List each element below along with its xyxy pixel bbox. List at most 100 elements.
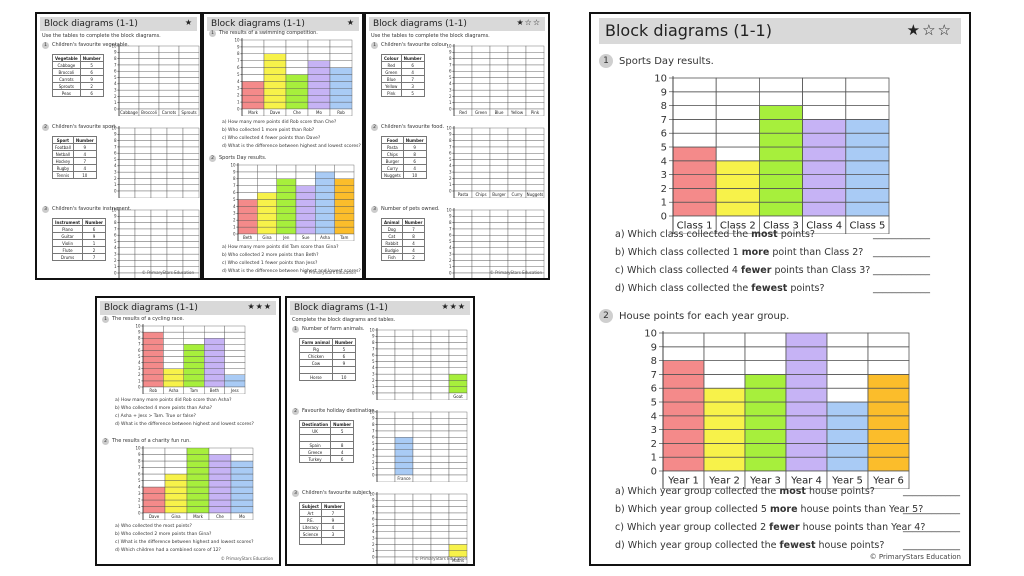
table-cell: Rabbit — [381, 239, 403, 247]
grid-cell — [224, 325, 246, 333]
grid-cell — [394, 367, 414, 375]
thumbnail-title: Block diagrams (1-1) — [373, 19, 467, 29]
category-cell — [134, 190, 152, 198]
grid-cell — [134, 260, 152, 267]
question-line: d) Which children had a combined score o… — [115, 548, 221, 553]
grid-cell — [430, 437, 450, 444]
answer-line[interactable]: ____________ — [903, 540, 960, 551]
bar-block — [315, 220, 335, 228]
answer-line[interactable]: ____________ — [903, 486, 960, 497]
answer-line[interactable]: ____________ — [873, 247, 930, 258]
grid-cell — [453, 222, 473, 230]
section-question-text: Children's favourite instrument. — [52, 206, 132, 212]
difficulty-stars-icon: ★★★ — [247, 302, 272, 311]
copyright-footer: © PrimaryStars Education — [414, 556, 467, 561]
answer-line[interactable]: ____________ — [873, 229, 930, 240]
grid-cell — [257, 171, 277, 179]
y-tick-label: 5 — [233, 197, 236, 202]
y-tick-label: 5 — [372, 441, 375, 446]
grid-cell — [315, 164, 335, 173]
grid-cell — [507, 178, 527, 185]
grid-cell — [672, 77, 717, 93]
table-cell: 7 — [400, 75, 425, 83]
bar-block — [715, 174, 760, 189]
answer-line[interactable]: ____________ — [903, 504, 960, 515]
bar-block — [276, 206, 297, 214]
table-cell: Cat — [381, 232, 403, 240]
table-row: Rugby 4 — [52, 164, 97, 172]
grid-cell — [448, 525, 468, 533]
y-tick-label: 3 — [372, 454, 375, 459]
y-tick-label: 9 — [233, 169, 236, 174]
grid-cell — [182, 171, 200, 179]
answer-line[interactable]: ____________ — [903, 522, 960, 533]
grid-cell — [471, 77, 491, 85]
grid-cell — [376, 462, 396, 469]
worksheet-thumbnail-1[interactable]: Block diagrams (1-1) ★ Use the tables to c… — [35, 12, 202, 280]
answer-line[interactable]: ____________ — [873, 265, 930, 276]
worksheet-thumbnail-3[interactable]: Block diagrams (1-1) ★☆☆ Use the tables to… — [364, 12, 550, 280]
grid-cell — [507, 127, 527, 135]
bar-block — [295, 192, 316, 200]
grid-cell — [412, 342, 432, 350]
answer-line[interactable]: ____________ — [873, 283, 930, 294]
bar-block — [163, 368, 184, 376]
mini-block-diagram: 01 2 3 4 5 6 7 8 9 10 Beth Gina Jen Sue Asha Tam — [231, 163, 355, 241]
grid-cell — [507, 260, 527, 267]
grid-cell — [118, 64, 140, 72]
grid-cell — [489, 165, 509, 173]
grid-cell — [166, 153, 184, 160]
category-label: Broccoli — [141, 110, 157, 115]
question-text: house points? — [815, 540, 885, 551]
grid-cell — [430, 373, 450, 381]
grid-cell — [237, 185, 258, 193]
table-row: Science 3 — [299, 530, 345, 538]
grid-cell — [182, 228, 200, 236]
grid-cell — [525, 178, 545, 185]
grid-cell — [118, 58, 140, 66]
bar-block — [142, 374, 164, 382]
grid-cell — [525, 89, 545, 97]
category-label: Tam — [339, 235, 348, 240]
table-cell: 4 — [72, 164, 97, 172]
grid-cell — [412, 355, 432, 362]
grid-cell — [134, 209, 152, 217]
grid-cell — [118, 241, 136, 249]
grid-cell — [118, 153, 136, 160]
grid-cell — [118, 127, 136, 135]
bar-block — [230, 460, 254, 468]
grid-cell — [672, 91, 717, 106]
grid-cell — [430, 525, 450, 533]
worksheet-thumbnail-5[interactable]: Block diagrams (1-1) ★★★ Complete the bloc… — [285, 296, 475, 566]
grid-cell — [134, 222, 152, 230]
grid-cell — [134, 159, 152, 167]
grid-cell — [672, 132, 717, 148]
grid-cell — [453, 102, 473, 110]
bar-block — [759, 119, 804, 134]
grid-cell — [118, 140, 136, 148]
question-line: d) What is the difference between highes… — [222, 144, 361, 149]
data-table: Food Number Pasta 9 Chips 8 Burger 6 Curry 4 Nugge… — [381, 136, 427, 179]
question-number-badge: 3 — [371, 206, 378, 213]
worksheet-thumbnail-2[interactable]: Block diagrams (1-1) ★ 1 The results of a s… — [202, 12, 364, 280]
question-line: d) What is the difference between highes… — [115, 422, 254, 427]
question-text: house points than Year 5? — [797, 504, 924, 515]
grid-cell — [150, 134, 168, 141]
y-tick-label: 7 — [114, 62, 117, 67]
category-label: Year 1 — [667, 476, 699, 487]
grid-cell — [453, 77, 473, 85]
y-tick-label: 5 — [449, 157, 452, 162]
grid-cell — [826, 374, 869, 389]
grid-cell — [164, 460, 188, 468]
bar-block — [257, 220, 277, 228]
section-question: 1 Number of farm animals. — [292, 326, 364, 333]
bar-block — [334, 199, 355, 207]
grid-cell — [376, 380, 396, 387]
table-row: Chicken 6 — [299, 352, 356, 360]
category-cell — [230, 512, 254, 520]
bar-block — [785, 387, 828, 403]
grid-cell — [453, 153, 473, 160]
table-header: Sport — [52, 136, 74, 144]
worksheet-thumbnail-4[interactable]: Block diagrams (1-1) ★★★ 1 The results of a… — [95, 296, 281, 566]
grid-cell — [448, 449, 468, 457]
